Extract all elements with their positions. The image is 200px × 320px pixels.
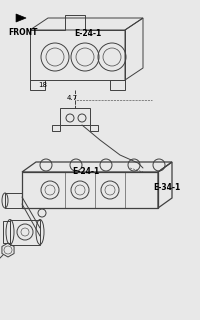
Polygon shape xyxy=(16,14,26,22)
Text: 4.7: 4.7 xyxy=(66,95,77,100)
Text: E-34-1: E-34-1 xyxy=(152,183,179,192)
Text: 18: 18 xyxy=(38,82,47,88)
Text: E-24-1: E-24-1 xyxy=(74,29,101,38)
Text: FRONT: FRONT xyxy=(8,28,37,36)
Text: E-24-1: E-24-1 xyxy=(72,167,99,176)
